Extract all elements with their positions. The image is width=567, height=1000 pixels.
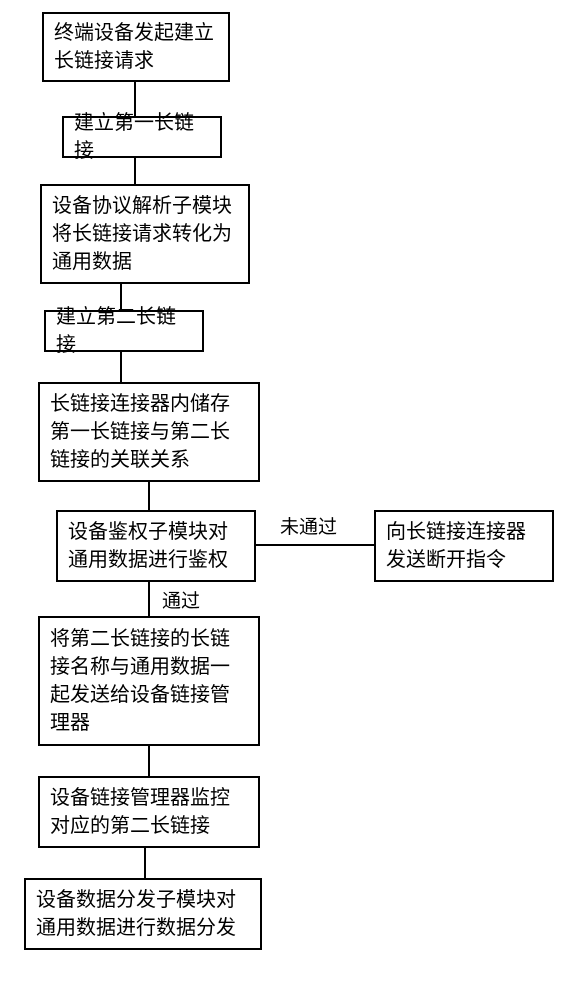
node-text: 长链接连接器内储存第一长链接与第二长链接的关联关系: [50, 390, 248, 474]
flowchart-edge: [120, 352, 122, 382]
flowchart-node: 长链接连接器内储存第一长链接与第二长链接的关联关系: [38, 382, 260, 482]
edge-label-text: 未通过: [280, 517, 337, 538]
flowchart-edge: [148, 582, 150, 616]
flowchart-container: 终端设备发起建立长链接请求 建立第一长链接 设备协议解析子模块将长链接请求转化为…: [0, 0, 567, 1000]
flowchart-node: 设备鉴权子模块对通用数据进行鉴权: [56, 510, 256, 582]
edge-label: 未通过: [278, 512, 339, 539]
flowchart-node: 将第二长链接的长链接名称与通用数据一起发送给设备链接管理器: [38, 616, 260, 746]
flowchart-edge: [148, 746, 150, 776]
flowchart-edge: [120, 284, 122, 310]
node-text: 建立第一长链接: [74, 109, 210, 165]
node-text: 将第二长链接的长链接名称与通用数据一起发送给设备链接管理器: [50, 625, 248, 737]
flowchart-node: 建立第二长链接: [44, 310, 204, 352]
node-text: 终端设备发起建立长链接请求: [54, 19, 218, 75]
node-text: 设备数据分发子模块对通用数据进行数据分发: [36, 886, 250, 942]
flowchart-node: 设备链接管理器监控对应的第二长链接: [38, 776, 260, 848]
flowchart-node: 建立第一长链接: [62, 116, 222, 158]
flowchart-edge: [256, 544, 374, 546]
node-text: 设备协议解析子模块将长链接请求转化为通用数据: [52, 192, 238, 276]
flowchart-node: 设备协议解析子模块将长链接请求转化为通用数据: [40, 184, 250, 284]
node-text: 建立第二长链接: [56, 303, 192, 359]
node-text: 设备鉴权子模块对通用数据进行鉴权: [68, 518, 244, 574]
flowchart-node: 向长链接连接器发送断开指令: [374, 510, 554, 582]
node-text: 设备链接管理器监控对应的第二长链接: [50, 784, 248, 840]
flowchart-edge: [148, 482, 150, 510]
flowchart-node: 终端设备发起建立长链接请求: [42, 12, 230, 82]
flowchart-edge: [134, 82, 136, 116]
flowchart-edge: [144, 848, 146, 878]
edge-label-text: 通过: [162, 591, 200, 612]
flowchart-node: 设备数据分发子模块对通用数据进行数据分发: [24, 878, 262, 950]
edge-label: 通过: [160, 586, 202, 613]
node-text: 向长链接连接器发送断开指令: [386, 518, 542, 574]
flowchart-edge: [134, 158, 136, 184]
